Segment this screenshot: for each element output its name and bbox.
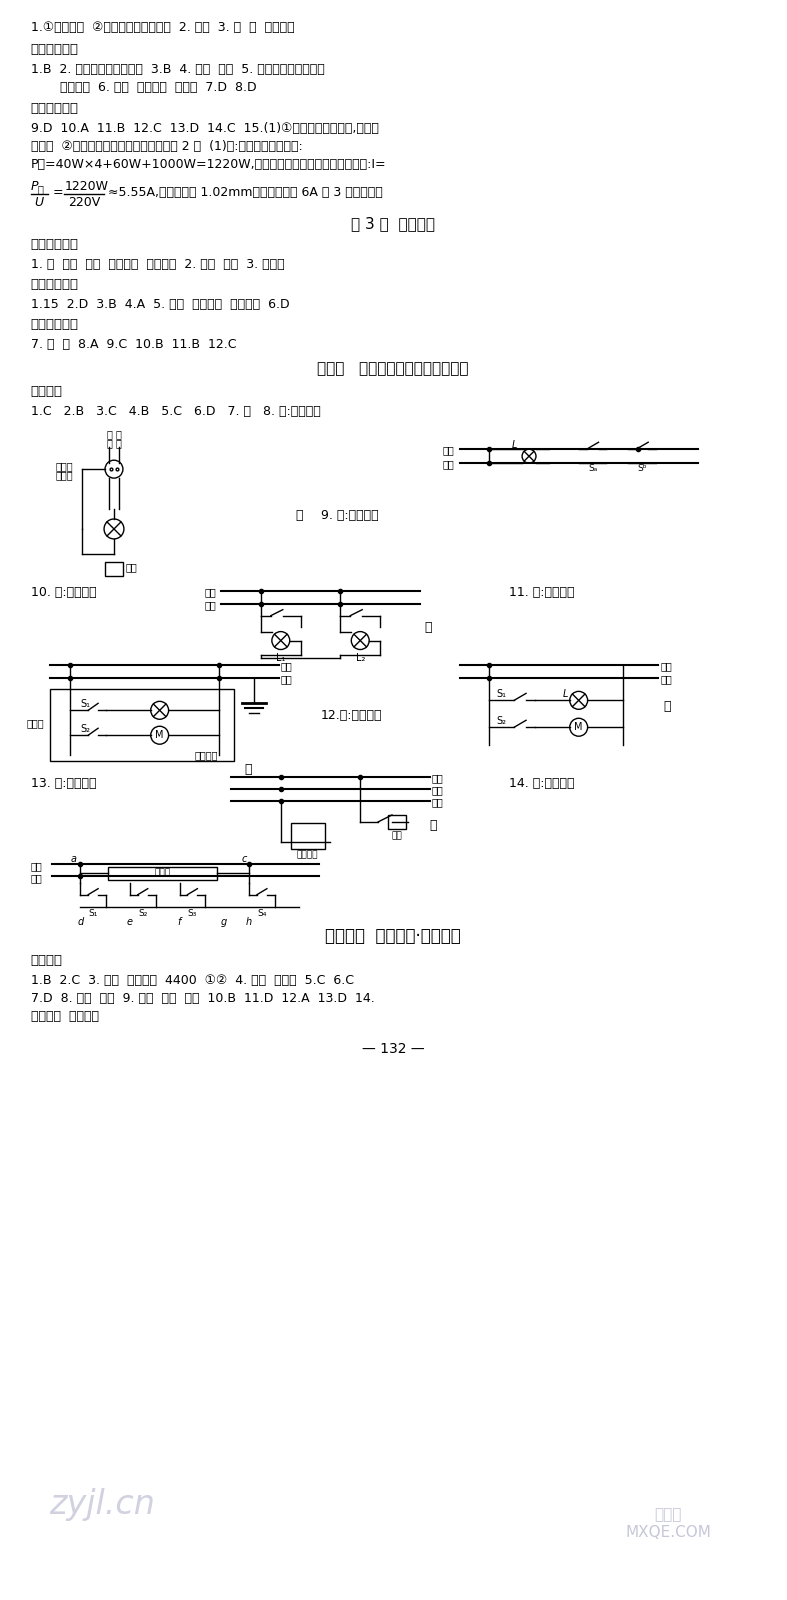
Bar xyxy=(50,690,235,762)
Text: 13. 解:如图所示: 13. 解:如图所示 xyxy=(31,778,96,790)
Text: 考点聚焦: 考点聚焦 xyxy=(31,955,63,968)
Bar xyxy=(388,814,406,829)
Text: 开关: 开关 xyxy=(392,830,402,840)
Text: 门把手: 门把手 xyxy=(27,718,45,728)
Text: 流越大  ②保险丝的燔断电流是额定电流的 2 倍  (1)解:用电器的总功率为:: 流越大 ②保险丝的燔断电流是额定电流的 2 倍 (1)解:用电器的总功率为: xyxy=(31,141,302,154)
Text: 14. 解:如图所示: 14. 解:如图所示 xyxy=(509,778,575,790)
Text: 答案圈
MXQE.COM: 答案圈 MXQE.COM xyxy=(625,1507,711,1539)
Text: 地线: 地线 xyxy=(432,797,444,806)
Text: S₂: S₂ xyxy=(138,909,147,918)
Text: 1220W: 1220W xyxy=(65,181,109,194)
Text: 11. 解:如图所示: 11. 解:如图所示 xyxy=(509,586,575,598)
Text: 1.B  2. 用电器的总功率过大  3.B  4. 短路  接地  5. 用电器的总功率过大: 1.B 2. 用电器的总功率过大 3.B 4. 短路 接地 5. 用电器的总功率… xyxy=(31,62,324,75)
Text: 火线: 火线 xyxy=(443,445,455,456)
Text: Sₐ: Sₐ xyxy=(588,464,597,474)
Text: 天花板: 天花板 xyxy=(56,461,73,470)
Text: 9.D  10.A  11.B  12.C  13.D  14.C  15.(1)①保险丝的直径越大,额定电: 9.D 10.A 11.B 12.C 13.D 14.C 15.(1)①保险丝的… xyxy=(31,122,379,136)
Text: 课外巩固提升: 课外巩固提升 xyxy=(31,102,79,115)
Text: 金属外壳: 金属外壳 xyxy=(194,750,218,760)
Text: 9. 解:如图所示: 9. 解:如图所示 xyxy=(320,509,378,522)
Bar xyxy=(105,562,123,576)
Text: — 132 —: — 132 — xyxy=(362,1042,424,1056)
Text: 火线: 火线 xyxy=(432,773,444,782)
Text: Sᵇ: Sᵇ xyxy=(637,464,647,474)
Text: 零线: 零线 xyxy=(432,786,444,795)
Text: 火线: 火线 xyxy=(281,661,293,672)
Text: 线: 线 xyxy=(106,438,112,448)
Text: 没有接地  切断电源: 没有接地 切断电源 xyxy=(31,1010,98,1024)
Text: 。: 。 xyxy=(244,763,252,776)
Text: 。: 。 xyxy=(296,509,303,522)
Text: 零线: 零线 xyxy=(205,600,216,610)
Text: 7. 火  零  8.A  9.C  10.B  11.B  12.C: 7. 火 零 8.A 9.C 10.B 11.B 12.C xyxy=(31,338,236,350)
Text: L₂: L₂ xyxy=(356,653,365,662)
Text: 火线: 火线 xyxy=(31,861,42,870)
Text: 1.①发生短路  ②用电器的总功率过大  2. 切断  3. 大  低  空气开关: 1.①发生短路 ②用电器的总功率过大 2. 切断 3. 大 低 空气开关 xyxy=(31,21,294,34)
Text: M: M xyxy=(155,730,164,741)
Text: 课内夸实基础: 课内夸实基础 xyxy=(31,278,79,291)
Text: 零: 零 xyxy=(106,429,112,440)
Text: 12.解:如图所示: 12.解:如图所示 xyxy=(320,709,382,722)
Text: 课前预习感知: 课前预习感知 xyxy=(31,238,79,251)
Text: 火线: 火线 xyxy=(205,587,216,597)
Text: d: d xyxy=(77,917,83,926)
Text: zyjl.cn: zyjl.cn xyxy=(49,1488,155,1520)
Text: c: c xyxy=(242,854,247,864)
Text: 。: 。 xyxy=(425,621,432,634)
Text: 线: 线 xyxy=(116,438,122,448)
Text: 零线: 零线 xyxy=(281,675,293,685)
Text: 火线: 火线 xyxy=(660,661,672,672)
Text: 1.B  2.C  3. 标定  额定最大  4400  ①②  4. 发光  不发光  5.C  6.C: 1.B 2.C 3. 标定 额定最大 4400 ①② 4. 发光 不发光 5.C… xyxy=(31,974,353,987)
Text: 1.15  2.D  3.B  4.A  5. 高压  跨步电压  高压电弧  6.D: 1.15 2.D 3.B 4.A 5. 高压 跨步电压 高压电弧 6.D xyxy=(31,298,289,310)
Text: 第 3 节  安全用电: 第 3 节 安全用电 xyxy=(351,216,435,230)
Text: 。: 。 xyxy=(430,819,438,832)
Text: a: a xyxy=(70,854,76,864)
Text: 专题训练: 专题训练 xyxy=(31,386,63,398)
Text: 课内夸实基础: 课内夸实基础 xyxy=(31,43,79,56)
Text: S₂: S₂ xyxy=(80,725,91,734)
Text: 零线: 零线 xyxy=(31,872,42,883)
Text: 1.C   2.B   3.C   4.B   5.C   6.D   7. 会   8. 解:如图所示: 1.C 2.B 3.C 4.B 5.C 6.D 7. 会 8. 解:如图所示 xyxy=(31,405,320,418)
Text: S₂: S₂ xyxy=(497,717,506,726)
Text: 零线: 零线 xyxy=(443,459,455,469)
Text: 三孔插座: 三孔插座 xyxy=(297,851,319,859)
Text: M: M xyxy=(575,722,583,733)
Text: 。: 。 xyxy=(663,701,671,714)
Text: 1. 火  单线  双线  高压电弧  跨步电压  2. 接触  靠近  3. 避雷针: 1. 火 单线 双线 高压电弧 跨步电压 2. 接触 靠近 3. 避雷针 xyxy=(31,258,284,270)
Text: f: f xyxy=(178,917,181,926)
Text: L: L xyxy=(563,690,568,699)
Text: =: = xyxy=(53,186,63,198)
Text: S₃: S₃ xyxy=(188,909,197,918)
Text: 日光灯: 日光灯 xyxy=(154,869,171,877)
Text: 专题五   家庭电路的故障分析与作图: 专题五 家庭电路的故障分析与作图 xyxy=(317,362,469,376)
Text: 开关: 开关 xyxy=(126,562,138,571)
Text: 课外巩固提升: 课外巩固提升 xyxy=(31,318,79,331)
Text: P总=40W×4+60W+1000W=1220W,小明家照明电路的最大工作电流为:I=: P总=40W×4+60W+1000W=1220W,小明家照明电路的最大工作电流为… xyxy=(31,158,386,171)
Text: S₁: S₁ xyxy=(80,699,91,709)
Text: h: h xyxy=(246,917,252,926)
Text: S₁: S₁ xyxy=(88,909,98,918)
Bar xyxy=(108,867,217,880)
Text: 发生短路  6. 短路  空气开关  总功率  7.D  8.D: 发生短路 6. 短路 空气开关 总功率 7.D 8.D xyxy=(49,80,257,93)
Text: 总: 总 xyxy=(38,184,43,194)
Text: L: L xyxy=(512,440,517,450)
Text: 灯线盒: 灯线盒 xyxy=(56,470,73,480)
Text: 7.D  8. 导体  短路  9. 并联  短路  过大  10.B  11.D  12.A  13.D  14.: 7.D 8. 导体 短路 9. 并联 短路 过大 10.B 11.D 12.A … xyxy=(31,992,375,1005)
Text: S₁: S₁ xyxy=(497,690,506,699)
Text: L₁: L₁ xyxy=(276,653,286,662)
Bar xyxy=(290,822,326,850)
Text: 零线: 零线 xyxy=(660,675,672,685)
Text: U: U xyxy=(35,197,43,210)
Text: 第十九章  挑战中考·易错专攻: 第十九章 挑战中考·易错专攻 xyxy=(325,926,461,944)
Text: P: P xyxy=(31,181,38,194)
Text: S₄: S₄ xyxy=(257,909,267,918)
Text: 10. 解:如图所示: 10. 解:如图所示 xyxy=(31,586,96,598)
Text: ≈5.55A,应选取直径 1.02mm、额定电流为 6A 的 3 号保险丝。: ≈5.55A,应选取直径 1.02mm、额定电流为 6A 的 3 号保险丝。 xyxy=(108,186,382,198)
Text: e: e xyxy=(127,917,133,926)
Text: 火: 火 xyxy=(116,429,122,440)
Text: 220V: 220V xyxy=(68,197,101,210)
Text: g: g xyxy=(221,917,227,926)
